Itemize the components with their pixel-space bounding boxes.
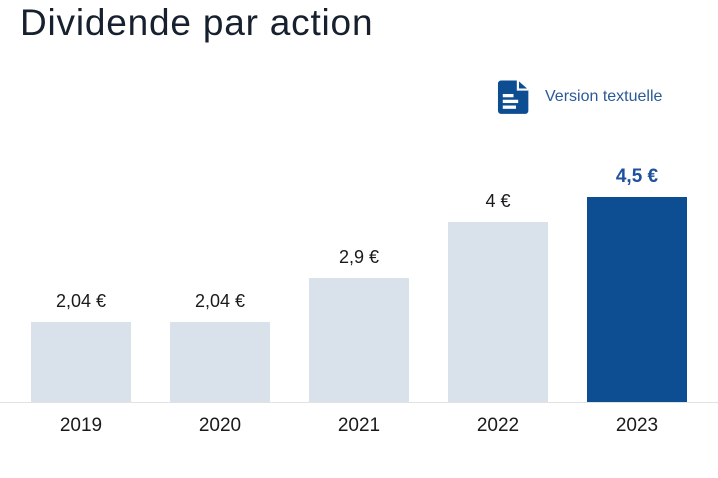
bar-value-label-2019: 2,04 €: [55, 291, 107, 311]
bar-2021: [309, 278, 409, 402]
text-version-label: Version textuelle: [545, 88, 663, 105]
bar-2022: [448, 222, 548, 402]
x-axis-line: [0, 402, 718, 403]
x-axis-label-2019: 2019: [59, 415, 103, 436]
bar-2020: [170, 322, 270, 402]
bar-2019: [31, 322, 131, 402]
bar-value-label-2023: 4,5 €: [615, 166, 659, 187]
x-axis-label-2021: 2021: [337, 415, 381, 436]
text-version-link[interactable]: Version textuelle: [497, 79, 662, 115]
page-title: Dividende par action: [20, 2, 374, 43]
x-axis-label-2023: 2023: [615, 415, 659, 436]
bar-value-label-2020: 2,04 €: [194, 291, 246, 311]
bar-value-label-2022: 4 €: [485, 191, 511, 211]
bar-value-label-2021: 2,9 €: [338, 247, 380, 267]
x-axis-label-2022: 2022: [476, 415, 520, 436]
text-document-icon: [497, 79, 530, 115]
x-axis-label-2020: 2020: [198, 415, 242, 436]
bar-2023: [587, 197, 687, 402]
